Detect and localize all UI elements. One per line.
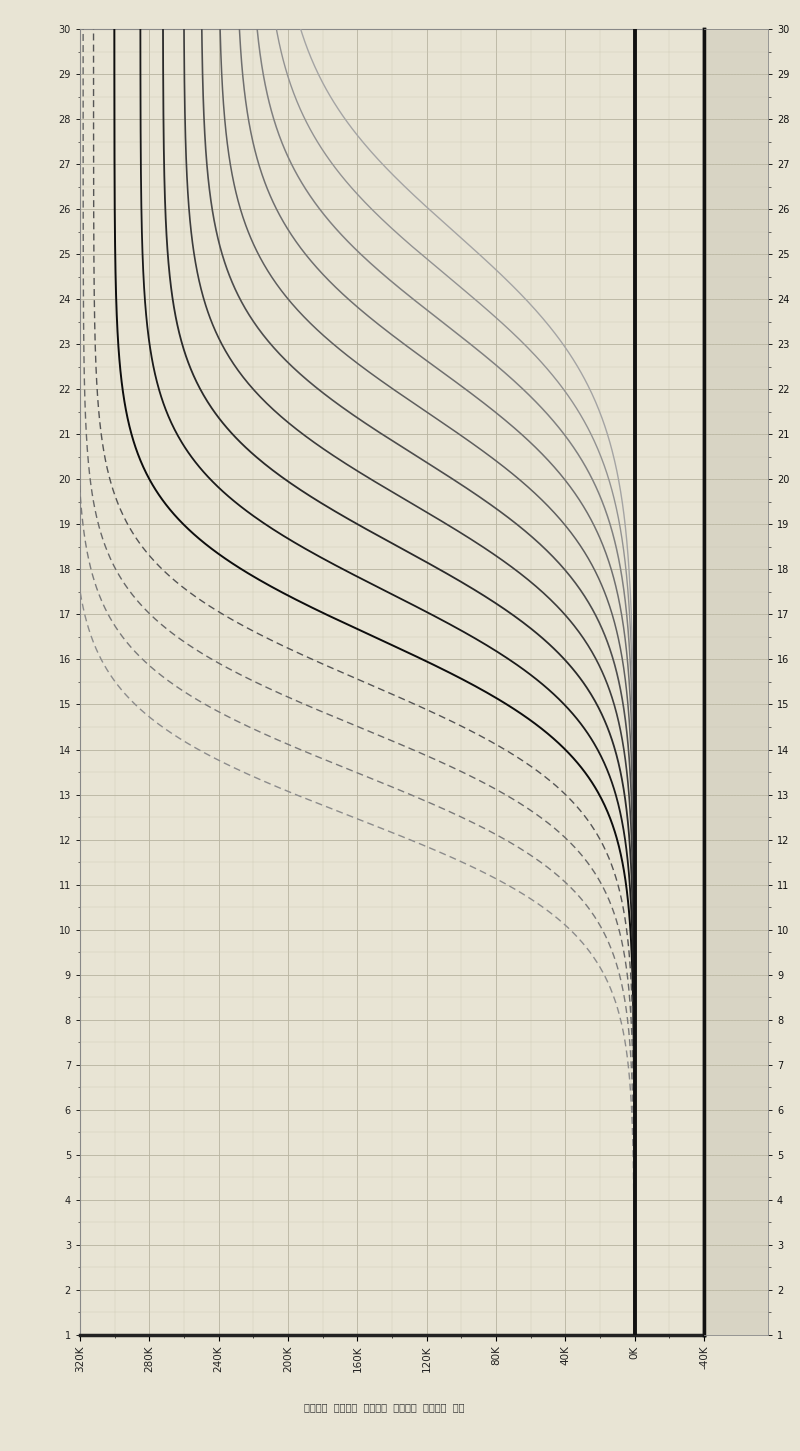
Text: 起始光度  相对光度  起始光度  相对光度  起始光度  光度: 起始光度 相对光度 起始光度 相对光度 起始光度 光度 bbox=[304, 1403, 464, 1412]
